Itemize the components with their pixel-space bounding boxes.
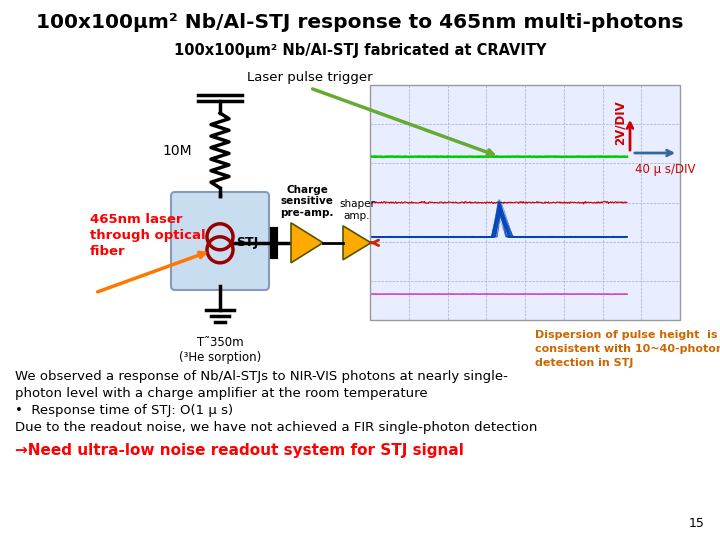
Text: Dispersion of pulse height  is
consistent with 10~40-photon
detection in STJ: Dispersion of pulse height is consistent…	[535, 330, 720, 368]
Text: photon level with a charge amplifier at the room temperature: photon level with a charge amplifier at …	[15, 387, 428, 400]
Text: 2V/DIV: 2V/DIV	[614, 100, 627, 145]
Polygon shape	[343, 226, 371, 260]
Text: STJ: STJ	[236, 237, 258, 249]
Text: 15: 15	[689, 517, 705, 530]
Bar	[370, 85, 680, 320]
Polygon shape	[291, 223, 323, 263]
Text: →Need ultra-low noise readout system for STJ signal: →Need ultra-low noise readout system for…	[15, 443, 464, 458]
FancyBboxPatch shape	[171, 192, 269, 290]
Text: shaper
amp.: shaper amp.	[339, 199, 375, 221]
Text: We observed a response of Nb/Al-STJs to NIR-VIS photons at nearly single-: We observed a response of Nb/Al-STJs to …	[15, 370, 508, 383]
Text: 40 μ s/DIV: 40 μ s/DIV	[635, 164, 696, 177]
Text: Laser pulse trigger: Laser pulse trigger	[247, 71, 373, 84]
Text: •  Response time of STJ: O(1 μ s): • Response time of STJ: O(1 μ s)	[15, 404, 233, 417]
Text: Charge
sensitive
pre-amp.: Charge sensitive pre-amp.	[280, 185, 334, 218]
Text: T˜350m
(³He sorption): T˜350m (³He sorption)	[179, 336, 261, 364]
Text: 10M: 10M	[163, 144, 192, 158]
Text: 100x100μm² Nb/Al-STJ fabricated at CRAVITY: 100x100μm² Nb/Al-STJ fabricated at CRAVI…	[174, 43, 546, 57]
Text: 100x100μm² Nb/Al-STJ response to 465nm multi-photons: 100x100μm² Nb/Al-STJ response to 465nm m…	[36, 12, 684, 31]
Text: Due to the readout noise, we have not achieved a FIR single-photon detection: Due to the readout noise, we have not ac…	[15, 421, 537, 434]
Text: 465nm laser
through optical
fiber: 465nm laser through optical fiber	[90, 213, 206, 258]
